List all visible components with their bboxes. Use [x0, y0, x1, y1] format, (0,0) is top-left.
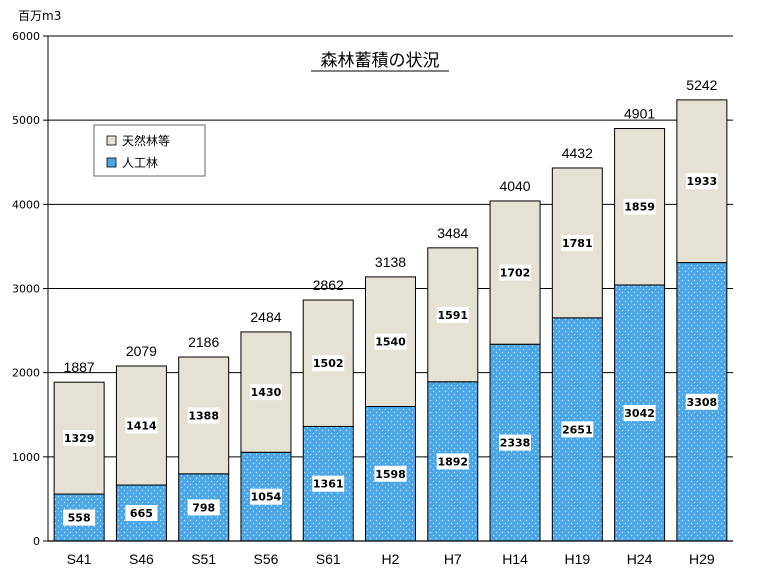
x-tick-label: S41 — [67, 551, 92, 567]
data-label-bg — [436, 306, 469, 323]
data-label-bg — [685, 173, 718, 190]
x-tick-label: H24 — [627, 551, 653, 567]
data-label: 1388 — [188, 409, 219, 422]
x-axis: S41 S46 S51 S56 S61 H2 H7 H14 H19 H24 H29 — [48, 540, 733, 567]
total-label: 2862 — [313, 277, 344, 293]
data-label: 1502 — [313, 357, 344, 370]
legend-box — [93, 124, 206, 177]
data-label: 798 — [192, 501, 215, 514]
total-label: 4432 — [562, 145, 593, 161]
y-unit-label: 百万m3 — [18, 9, 61, 23]
data-label: 558 — [68, 512, 91, 525]
data-label-bg — [374, 465, 407, 482]
data-label: 1781 — [562, 237, 593, 250]
total-label: 3484 — [437, 225, 468, 241]
y-tick-label: 4000 — [12, 198, 40, 211]
x-tick-label: S61 — [316, 551, 341, 567]
data-label-bg — [249, 488, 282, 505]
total-label: 1887 — [64, 359, 95, 375]
data-label-bg — [312, 475, 345, 492]
y-tick-label: 2000 — [12, 367, 40, 380]
x-tick-label: H7 — [444, 551, 462, 567]
legend-label-natural: 天然林等 — [122, 133, 170, 148]
data-label-bg — [374, 333, 407, 350]
data-label-bg — [623, 198, 656, 215]
data-label: 3042 — [624, 407, 655, 420]
data-label-bg — [187, 407, 220, 424]
data-label-bg — [436, 453, 469, 470]
x-tick-label: H2 — [382, 551, 400, 567]
data-label: 1540 — [375, 336, 406, 349]
x-tick-label: S51 — [191, 551, 216, 567]
y-tick-label: 5000 — [12, 114, 40, 127]
chart-title: 森林蓄積の状況 — [321, 51, 440, 71]
y-tick-label: 3000 — [12, 283, 40, 296]
data-label: 3308 — [687, 396, 718, 409]
data-label: 1598 — [375, 468, 406, 481]
data-label-bg — [63, 430, 96, 447]
total-label: 2186 — [188, 334, 219, 350]
data-label-bg — [499, 264, 532, 281]
total-label: 4040 — [499, 178, 530, 194]
data-label: 1591 — [437, 309, 468, 322]
y-tick-label: 1000 — [12, 451, 40, 464]
legend-swatch-natural — [106, 135, 117, 146]
y-axis: 0 1000 2000 3000 4000 5000 6000 — [12, 30, 49, 548]
total-label: 4901 — [624, 105, 655, 121]
data-label-bg — [187, 499, 220, 516]
data-label: 1054 — [251, 491, 282, 504]
data-label-bg — [561, 421, 594, 438]
data-label-bg — [561, 234, 594, 251]
data-label: 2651 — [562, 423, 593, 436]
bars: 558 1329 1887 665 1414 2079 798 1388 2186 1054 143… — [53, 77, 728, 542]
data-label-bg — [312, 355, 345, 372]
total-label: 3138 — [375, 254, 406, 270]
data-label-bg — [499, 434, 532, 451]
data-label: 1430 — [251, 386, 282, 399]
data-label-bg — [63, 509, 96, 526]
data-label: 1361 — [313, 478, 344, 491]
data-label-bg — [249, 384, 282, 401]
total-label: 5242 — [686, 77, 717, 93]
data-label: 2338 — [500, 437, 531, 450]
y-tick-label: 0 — [33, 535, 40, 548]
data-label: 1414 — [126, 420, 157, 433]
x-tick-label: H29 — [689, 551, 715, 567]
x-tick-label: H19 — [564, 551, 590, 567]
legend: 天然林等 人工林 — [93, 124, 206, 177]
x-tick-label: H14 — [502, 551, 528, 567]
data-label: 665 — [130, 507, 153, 520]
legend-swatch-planted — [106, 157, 117, 168]
data-label-bg — [623, 404, 656, 421]
y-tick-label: 6000 — [12, 30, 40, 43]
total-label: 2484 — [250, 309, 281, 325]
x-tick-label: S46 — [129, 551, 154, 567]
total-label: 2079 — [126, 343, 157, 359]
data-label: 1329 — [64, 432, 95, 445]
data-label: 1859 — [624, 201, 655, 214]
data-label-bg — [685, 393, 718, 410]
legend-label-planted: 人工林 — [122, 156, 158, 170]
data-label: 1892 — [437, 455, 468, 468]
data-label: 1702 — [500, 267, 531, 280]
data-label-bg — [125, 505, 158, 522]
data-label-bg — [125, 417, 158, 434]
x-tick-label: S56 — [253, 551, 278, 567]
data-label: 1933 — [687, 175, 718, 188]
